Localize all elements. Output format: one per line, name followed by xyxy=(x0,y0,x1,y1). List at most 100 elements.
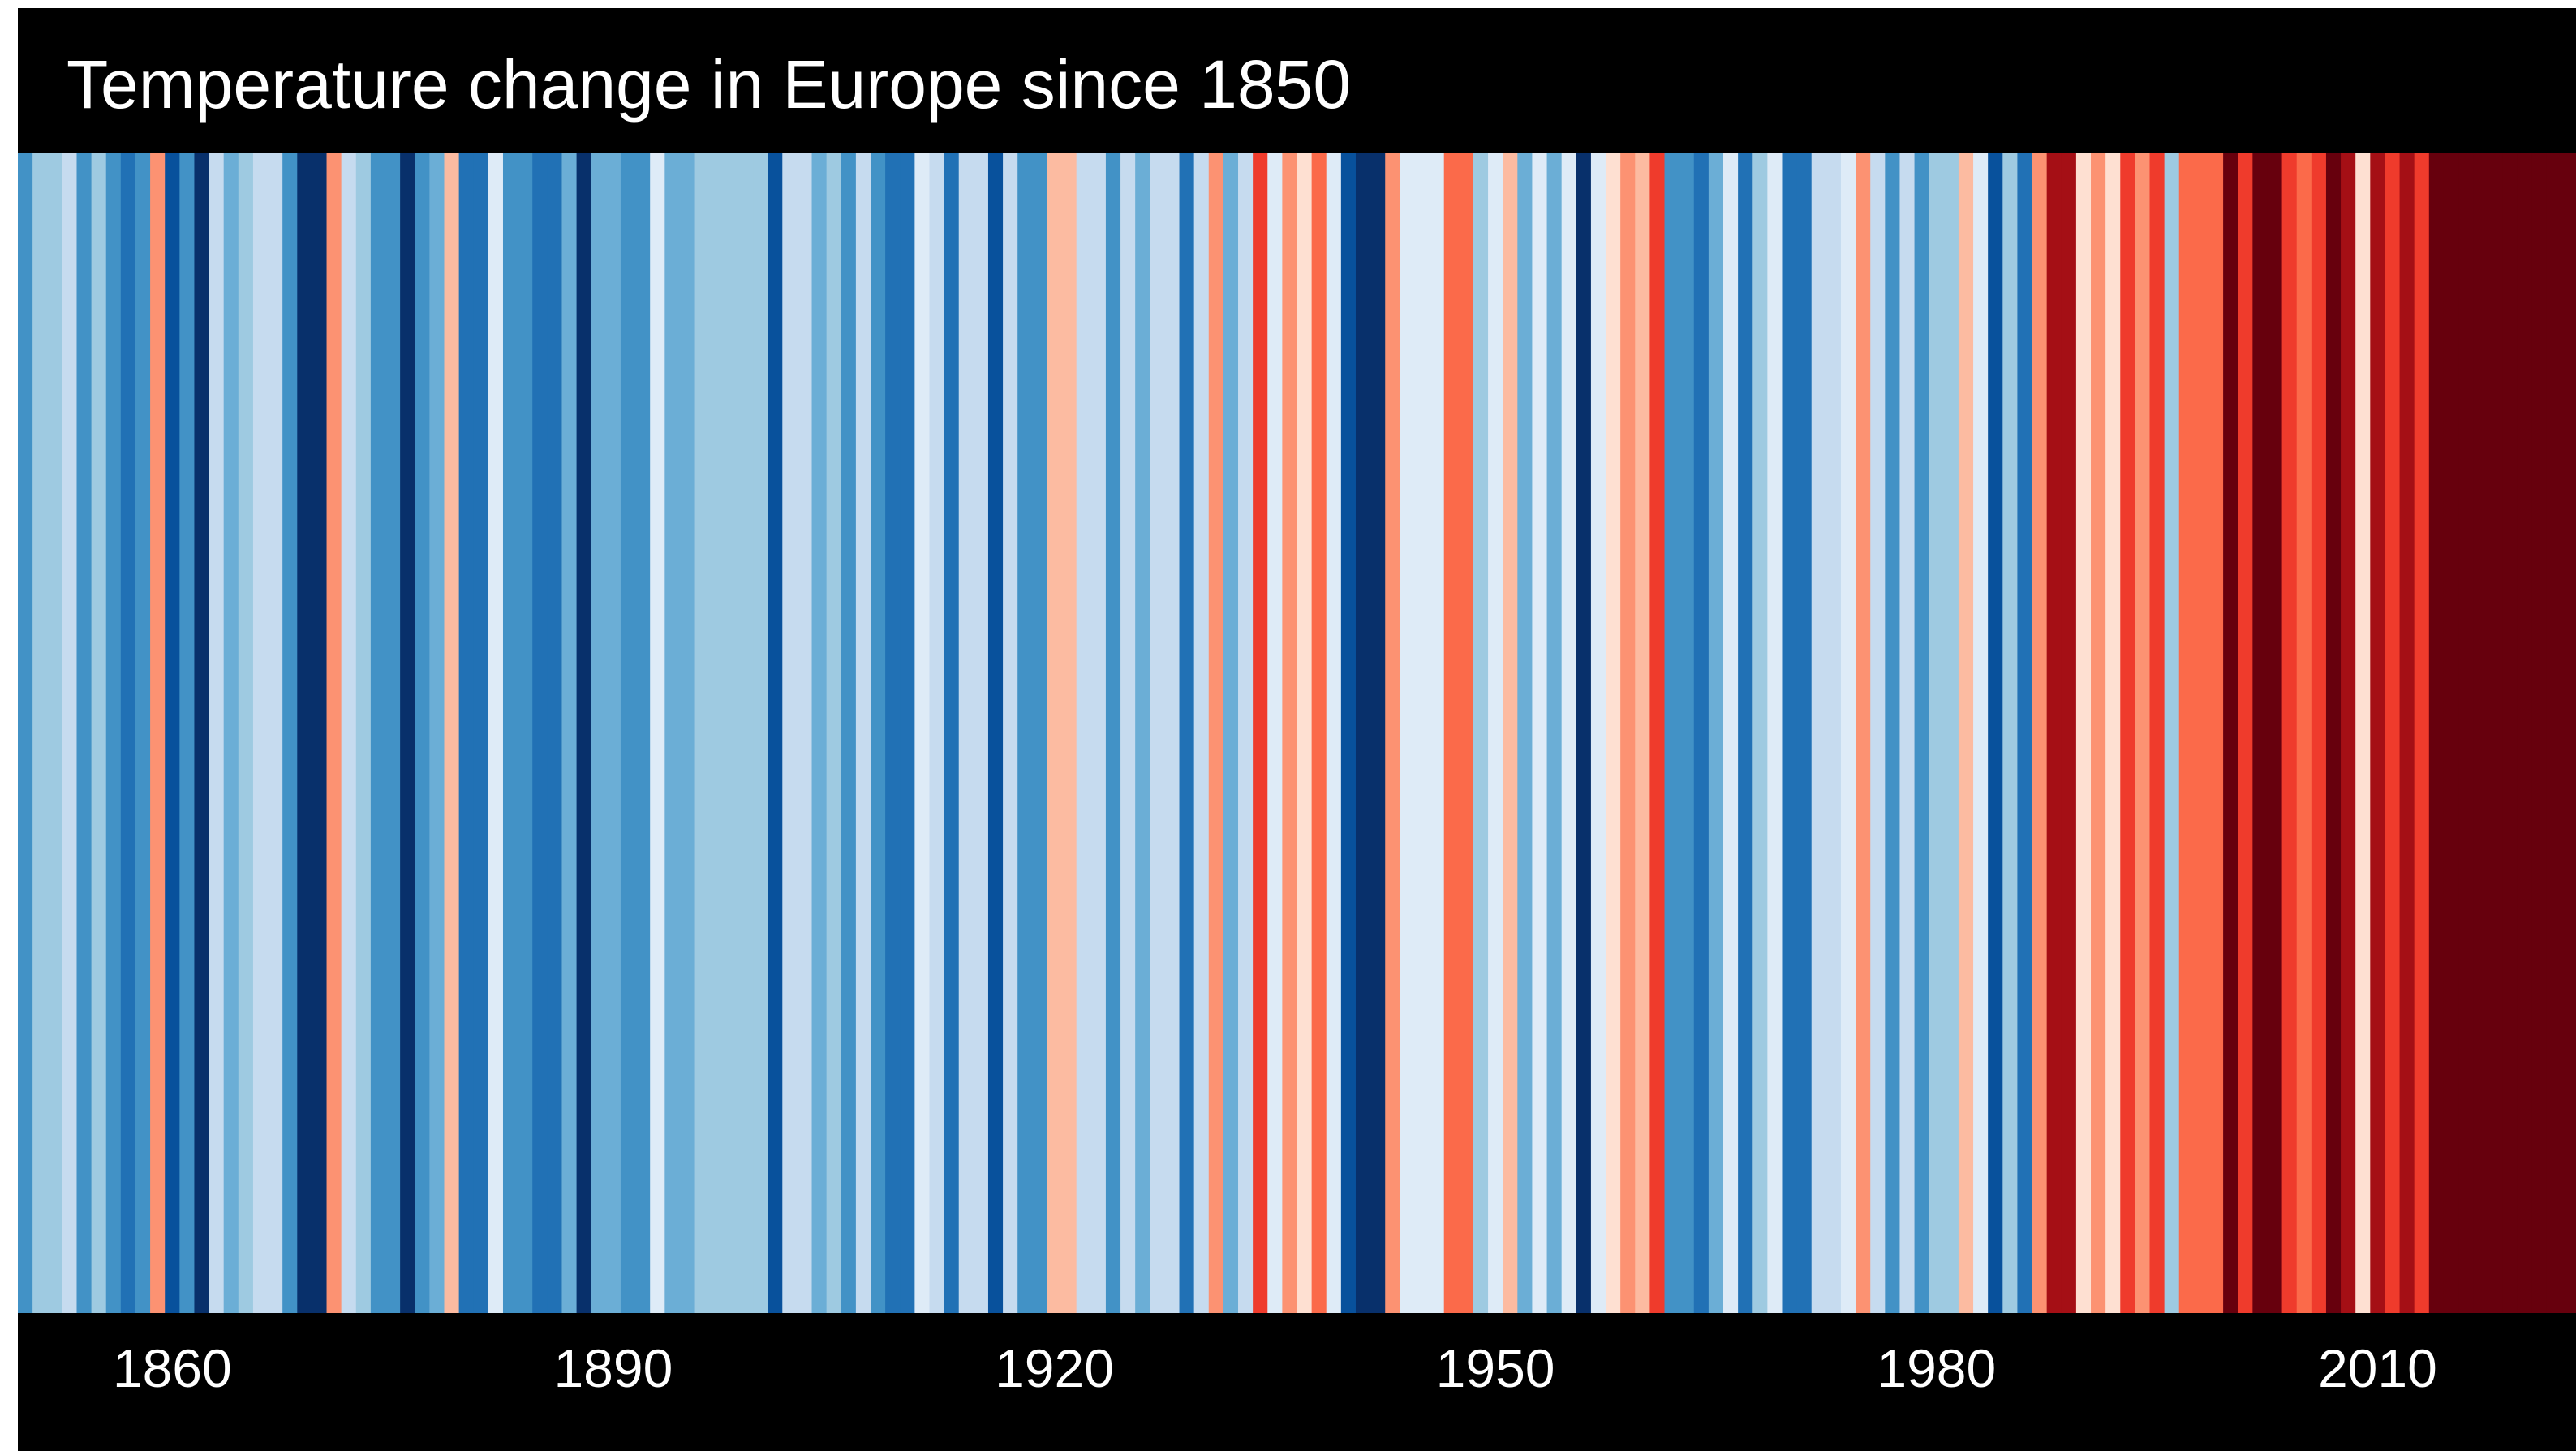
stripe-1873 xyxy=(355,153,372,1313)
stripe-1911 xyxy=(914,153,931,1313)
stripe-1918 xyxy=(1017,153,1033,1313)
stripe-1922 xyxy=(1076,153,1092,1313)
stripe-1893 xyxy=(650,153,665,1313)
stripe-1878 xyxy=(429,153,445,1313)
stripe-1971 xyxy=(1796,153,1813,1313)
stripe-1877 xyxy=(415,153,430,1313)
tick-label-1860: 1860 xyxy=(112,1338,232,1398)
stripe-1890 xyxy=(605,153,621,1313)
stripe-1987 xyxy=(2032,153,2048,1313)
stripe-2005 xyxy=(2296,153,2312,1313)
stripe-1900 xyxy=(753,153,768,1313)
stripe-1866 xyxy=(252,153,269,1313)
stripe-1925 xyxy=(1120,153,1136,1313)
stripe-1864 xyxy=(223,153,239,1313)
stripe-1907 xyxy=(855,153,871,1313)
stripe-1953 xyxy=(1532,153,1548,1313)
stripe-1919 xyxy=(1032,153,1048,1313)
stripe-1895 xyxy=(679,153,695,1313)
stripe-1945 xyxy=(1414,153,1430,1313)
stripe-1930 xyxy=(1193,153,1210,1313)
stripe-1991 xyxy=(2091,153,2106,1313)
stripe-1943 xyxy=(1385,153,1400,1313)
stripe-1964 xyxy=(1693,153,1709,1313)
stripe-1876 xyxy=(400,153,415,1313)
stripe-1920 xyxy=(1047,153,1063,1313)
stripe-1916 xyxy=(987,153,1004,1313)
stripe-2001 xyxy=(2238,153,2253,1313)
stripe-1899 xyxy=(738,153,754,1313)
stripe-1914 xyxy=(958,153,974,1313)
stripe-1896 xyxy=(694,153,710,1313)
stripe-1956 xyxy=(1576,153,1592,1313)
stripe-2007 xyxy=(2325,153,2342,1313)
stripe-1858 xyxy=(135,153,151,1313)
stripe-1862 xyxy=(194,153,210,1313)
stripe-1875 xyxy=(385,153,401,1313)
stripe-1927 xyxy=(1150,153,1166,1313)
stripe-1856 xyxy=(105,153,122,1313)
stripe-1969 xyxy=(1767,153,1783,1313)
stripe-1904 xyxy=(811,153,828,1313)
stripe-2010 xyxy=(2370,153,2386,1313)
stripe-1879 xyxy=(444,153,460,1313)
chart-title: Temperature change in Europe since 1850 xyxy=(67,46,1352,123)
stripe-1959 xyxy=(1620,153,1636,1313)
stripe-1981 xyxy=(1943,153,1959,1313)
stripe-1910 xyxy=(900,153,915,1313)
stripe-1892 xyxy=(635,153,651,1313)
stripe-2021 xyxy=(2531,153,2548,1313)
stripe-1881 xyxy=(473,153,489,1313)
stripe-2004 xyxy=(2281,153,2298,1313)
stripe-1917 xyxy=(1003,153,1018,1313)
stripe-1885 xyxy=(532,153,548,1313)
stripe-1870 xyxy=(312,153,328,1313)
stripe-1851 xyxy=(32,153,48,1313)
stripe-2006 xyxy=(2311,153,2327,1313)
stripe-1954 xyxy=(1546,153,1563,1313)
stripe-1942 xyxy=(1370,153,1386,1313)
stripe-1912 xyxy=(929,153,945,1313)
stripe-2009 xyxy=(2355,153,2371,1313)
stripe-2012 xyxy=(2399,153,2415,1313)
stripe-1905 xyxy=(826,153,842,1313)
stripe-1977 xyxy=(1885,153,1901,1313)
stripe-1974 xyxy=(1840,153,1856,1313)
stripe-1951 xyxy=(1503,153,1518,1313)
stripe-1934 xyxy=(1253,153,1268,1313)
stripe-1897 xyxy=(708,153,725,1313)
stripe-1980 xyxy=(1929,153,1945,1313)
stripe-1937 xyxy=(1297,153,1313,1313)
stripe-1863 xyxy=(209,153,225,1313)
stripe-1921 xyxy=(1061,153,1077,1313)
stripe-1985 xyxy=(2002,153,2019,1313)
stripe-1936 xyxy=(1282,153,1298,1313)
stripe-1935 xyxy=(1267,153,1283,1313)
stripe-1926 xyxy=(1135,153,1150,1313)
stripe-1871 xyxy=(326,153,342,1313)
stripe-1996 xyxy=(2164,153,2180,1313)
stripe-1949 xyxy=(1473,153,1489,1313)
stripe-1993 xyxy=(2120,153,2135,1313)
stripe-1857 xyxy=(120,153,136,1313)
stripe-1902 xyxy=(782,153,798,1313)
stripe-1982 xyxy=(1958,153,1974,1313)
stripe-1860 xyxy=(165,153,180,1313)
stripe-1865 xyxy=(238,153,254,1313)
stripe-1962 xyxy=(1664,153,1680,1313)
stripe-1941 xyxy=(1355,153,1371,1313)
stripe-1961 xyxy=(1649,153,1666,1313)
stripe-1880 xyxy=(458,153,475,1313)
stripe-1975 xyxy=(1856,153,1871,1313)
stripe-2003 xyxy=(2267,153,2283,1313)
stripe-1950 xyxy=(1488,153,1503,1313)
stripe-1958 xyxy=(1606,153,1621,1313)
stripe-1988 xyxy=(2046,153,2062,1313)
stripe-2019 xyxy=(2502,153,2518,1313)
stripe-1938 xyxy=(1311,153,1327,1313)
stripe-2014 xyxy=(2428,153,2445,1313)
stripe-1859 xyxy=(150,153,166,1313)
stripe-1955 xyxy=(1561,153,1577,1313)
stripe-1957 xyxy=(1590,153,1606,1313)
stripe-1855 xyxy=(91,153,107,1313)
